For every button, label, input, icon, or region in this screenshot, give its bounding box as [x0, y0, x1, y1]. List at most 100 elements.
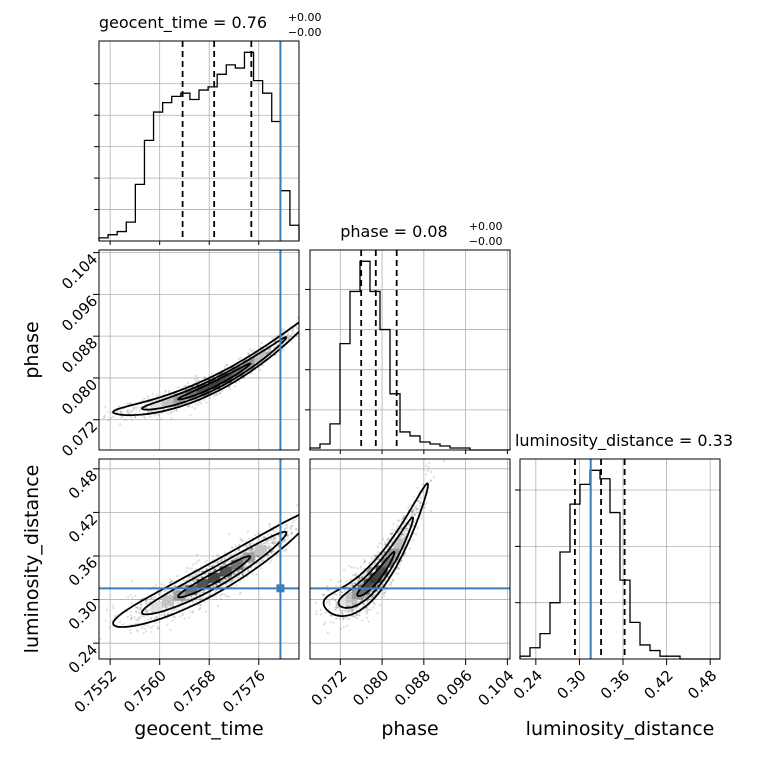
sample-point: [214, 393, 217, 396]
sample-point: [401, 518, 404, 521]
sample-point: [138, 617, 141, 620]
sample-point: [196, 577, 200, 580]
sample-point: [369, 590, 372, 593]
sample-point: [420, 496, 423, 499]
sample-point: [337, 606, 340, 609]
sample-point: [223, 578, 226, 581]
contour-level-1: [356, 551, 396, 597]
sample-point: [172, 615, 176, 618]
sample-point: [194, 374, 198, 377]
sample-point: [195, 600, 198, 603]
sample-point: [245, 550, 248, 554]
sample-point: [249, 542, 252, 545]
sample-point: [95, 637, 97, 639]
sample-point: [226, 363, 229, 367]
sample-point: [251, 547, 254, 551]
sample-point: [228, 387, 231, 390]
sample-point: [221, 564, 224, 567]
density-cell: [162, 596, 174, 607]
sample-point: [364, 595, 367, 599]
sample-point: [351, 574, 354, 577]
sample-point: [107, 418, 110, 422]
sample-point: [339, 593, 342, 596]
sample-point: [268, 547, 271, 550]
sample-point: [429, 510, 432, 513]
sample-point: [150, 596, 153, 600]
sample-point: [200, 576, 203, 579]
sample-point: [282, 349, 285, 352]
sample-point: [135, 611, 138, 614]
sample-point: [216, 560, 219, 564]
sample-point: [387, 538, 390, 541]
sample-point: [265, 540, 268, 543]
sample-point: [319, 608, 322, 611]
sample-point: [210, 570, 213, 574]
sample-point: [146, 602, 149, 606]
sample-point: [335, 606, 338, 609]
sample-point: [407, 506, 410, 509]
sample-point: [365, 606, 368, 609]
sample-point: [264, 542, 267, 545]
sample-point: [135, 628, 138, 632]
sample-point: [237, 575, 240, 578]
sample-point: [332, 596, 335, 599]
contour-level-1: [177, 555, 252, 599]
sample-point: [419, 502, 422, 505]
sample-point: [403, 536, 406, 539]
sample-point: [419, 501, 422, 504]
sample-point: [396, 524, 399, 527]
sample-point: [332, 500, 334, 502]
sample-point: [287, 333, 290, 336]
sample-point: [157, 414, 161, 417]
sample-point: [139, 606, 142, 609]
sample-point: [365, 612, 368, 615]
sample-point: [423, 506, 426, 509]
sample-point: [261, 542, 264, 545]
sample-point: [398, 536, 401, 539]
contour-level-2: [337, 516, 415, 609]
sample-point: [328, 603, 331, 606]
sample-point: [246, 352, 249, 355]
sample-point: [329, 579, 332, 582]
sample-point: [154, 584, 157, 587]
sample-point: [347, 608, 350, 611]
sample-point: [144, 406, 148, 410]
sample-point: [232, 572, 235, 576]
sample-point: [339, 585, 343, 588]
sample-point: [402, 533, 405, 537]
sample-point: [136, 630, 139, 633]
sample-point: [266, 546, 269, 550]
sample-point: [132, 406, 135, 410]
sample-point: [425, 464, 428, 467]
sample-point: [366, 569, 369, 572]
sample-point: [219, 392, 222, 395]
sample-point: [234, 385, 237, 388]
sample-point: [388, 545, 391, 548]
sample-point: [106, 410, 109, 414]
sample-point: [408, 547, 411, 550]
sample-point: [156, 625, 159, 628]
panel-frame: [98, 249, 300, 451]
sample-point: [313, 309, 315, 311]
sample-point: [326, 310, 328, 312]
sample-point: [410, 513, 413, 516]
sample-point: [368, 568, 371, 571]
sample-point: [155, 393, 158, 396]
sample-point: [412, 495, 415, 498]
sample-point: [307, 319, 309, 321]
sample-point: [274, 537, 277, 540]
sample-point: [260, 341, 263, 344]
sample-point: [276, 540, 279, 543]
sample-point: [241, 573, 244, 576]
density-cell: [363, 579, 376, 590]
sample-point: [266, 351, 269, 354]
sample-point: [201, 570, 204, 573]
sample-point: [305, 314, 307, 316]
sample-point: [233, 578, 236, 581]
sample-point: [390, 532, 393, 535]
sample-point: [173, 616, 176, 619]
sample-point: [103, 415, 106, 418]
sample-point: [411, 509, 414, 512]
sample-point: [183, 384, 187, 387]
sample-point: [384, 542, 387, 546]
